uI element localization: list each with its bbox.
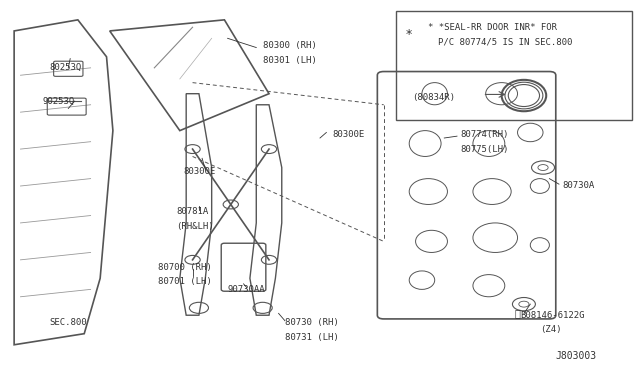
- Text: 90730AA: 90730AA: [228, 285, 265, 294]
- Text: J803003: J803003: [556, 351, 597, 361]
- Text: Ⓑ: Ⓑ: [515, 308, 520, 318]
- Text: 80775(LH): 80775(LH): [460, 145, 509, 154]
- Text: 80731 (LH): 80731 (LH): [285, 333, 339, 342]
- Text: 80781A: 80781A: [177, 207, 209, 217]
- Text: (80834R): (80834R): [412, 93, 456, 102]
- Text: 90253Q: 90253Q: [43, 97, 75, 106]
- Text: (Z4): (Z4): [540, 326, 561, 334]
- Text: 80253Q: 80253Q: [49, 63, 81, 72]
- Text: 80730A: 80730A: [562, 182, 595, 190]
- Text: 80300E: 80300E: [333, 130, 365, 139]
- Text: (RH&LH): (RH&LH): [177, 222, 214, 231]
- Text: 80701 (LH): 80701 (LH): [157, 278, 211, 286]
- Text: SEC.800: SEC.800: [49, 318, 87, 327]
- Text: P/C 80774/5 IS IN SEC.800: P/C 80774/5 IS IN SEC.800: [438, 38, 572, 46]
- Text: 80301 (LH): 80301 (LH): [262, 56, 316, 65]
- Text: 80730 (RH): 80730 (RH): [285, 318, 339, 327]
- Text: *: *: [406, 28, 412, 41]
- Text: 80300E: 80300E: [183, 167, 215, 176]
- Text: B08146-6122G: B08146-6122G: [521, 311, 585, 320]
- Text: 80774(RH): 80774(RH): [460, 130, 509, 139]
- Text: 80300 (RH): 80300 (RH): [262, 41, 316, 50]
- Text: 80700 (RH): 80700 (RH): [157, 263, 211, 272]
- Text: * *SEAL-RR DOOR INR* FOR: * *SEAL-RR DOOR INR* FOR: [428, 23, 557, 32]
